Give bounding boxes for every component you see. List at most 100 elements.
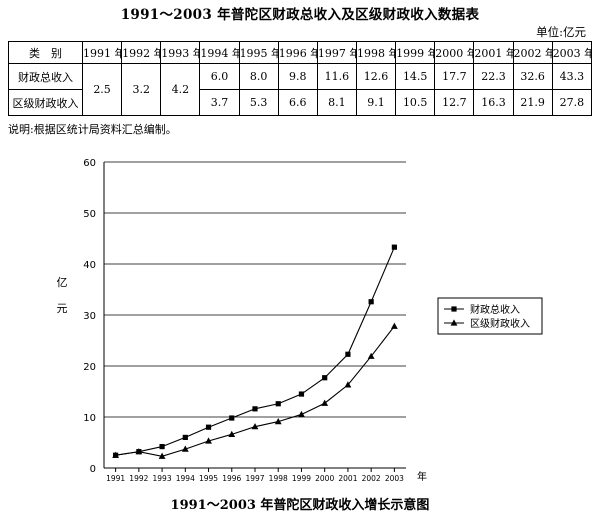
x-tick-label: 1997 xyxy=(245,474,264,483)
y-axis-label: 亿元 xyxy=(57,276,68,315)
year-header: 1992 年 xyxy=(121,41,162,64)
y-tick-label: 20 xyxy=(83,362,96,373)
year-header: 1995 年 xyxy=(238,41,279,64)
merged-cell: 4.2 xyxy=(160,63,201,116)
y-tick-label: 60 xyxy=(83,158,96,169)
data-point xyxy=(158,452,166,459)
table-cell: 17.7 xyxy=(434,63,475,90)
data-point xyxy=(205,424,212,430)
row-label: 区级财政收入 xyxy=(8,89,83,116)
year-header: 2001 年 xyxy=(473,41,514,64)
legend-label: 区级财政收入 xyxy=(470,317,530,330)
data-point xyxy=(322,375,328,381)
x-tick-label: 1994 xyxy=(176,474,195,483)
line-chart: 0 10 20 30 40 50 60 1991 1992 1993 1994 1995 1996 199… xyxy=(57,158,543,483)
table-cell: 22.3 xyxy=(473,63,514,90)
year-header: 1994 年 xyxy=(199,41,240,64)
x-tick-label: 1996 xyxy=(222,474,241,483)
table-cell: 5.3 xyxy=(238,89,279,116)
table-cell: 9.1 xyxy=(355,89,397,116)
x-tick-label: 1993 xyxy=(153,474,172,483)
table-cell: 12.6 xyxy=(355,63,397,90)
y-tick-label: 30 xyxy=(83,311,96,322)
data-point xyxy=(321,399,329,406)
series-line xyxy=(115,325,395,457)
data-point xyxy=(251,423,259,430)
table-cell: 27.8 xyxy=(551,89,593,116)
table-cell: 8.1 xyxy=(316,89,357,116)
table-cell: 8.0 xyxy=(238,63,279,90)
x-axis-label: 年 xyxy=(417,470,427,483)
table-cell: 11.6 xyxy=(316,63,357,90)
data-point xyxy=(181,445,189,452)
y-tick-label: 50 xyxy=(83,209,96,220)
year-header: 2000 年 xyxy=(434,41,475,64)
data-point xyxy=(274,417,282,425)
data-point xyxy=(112,451,120,458)
data-point xyxy=(368,299,374,305)
corner-header: 类 别 xyxy=(8,41,83,64)
table-cell: 6.6 xyxy=(277,89,318,116)
x-tick-label: 2000 xyxy=(315,474,334,483)
data-point xyxy=(344,381,352,388)
table-row: 区级财政收入 3.7 5.3 6.6 8.1 9.1 10.5 12.7 16.… xyxy=(8,89,593,116)
legend-marker xyxy=(451,306,457,312)
data-point xyxy=(390,322,398,329)
table-cell: 21.9 xyxy=(512,89,553,116)
table-cell: 6.0 xyxy=(199,63,240,90)
table-cell: 16.3 xyxy=(473,89,514,116)
table-cell: 32.6 xyxy=(512,63,553,90)
row-label: 财政总收入 xyxy=(8,63,83,90)
y-tick-label: 10 xyxy=(83,413,96,424)
table-cell: 14.5 xyxy=(395,63,436,90)
data-point xyxy=(159,443,165,450)
table-cell: 43.3 xyxy=(551,63,593,90)
year-header: 2003 年 xyxy=(551,41,593,64)
x-tick-label: 1991 xyxy=(106,474,125,483)
legend-label: 财政总收入 xyxy=(470,303,520,316)
table-row: 财政总收入 2.5 3.2 4.2 6.0 8.0 9.8 11.6 12.6 … xyxy=(8,63,593,116)
x-tick-label: 1998 xyxy=(269,474,288,483)
year-header: 1993 年 xyxy=(160,41,201,64)
data-point xyxy=(298,391,305,397)
chart-title: 1991～2003 年普陀区财政收入增长示意图 xyxy=(170,498,430,513)
data-point xyxy=(252,406,258,412)
table-header-row: 类 别 1991 年 1992 年 1993 年 1994 年 1995 年 1… xyxy=(8,41,593,64)
x-tick-label: 1992 xyxy=(129,474,148,483)
year-header: 1997 年 xyxy=(316,41,357,64)
table-note: 说明:根据区统计局资料汇总编制。 xyxy=(8,123,177,136)
data-point xyxy=(205,437,212,444)
x-tick-label: 1995 xyxy=(199,474,218,483)
table-title: 1991～2003 年普陀区财政总收入及区级财政收入数据表 xyxy=(120,7,480,23)
data-table: 类 别 1991 年 1992 年 1993 年 1994 年 1995 年 1… xyxy=(8,41,593,116)
year-header: 2002 年 xyxy=(512,41,553,64)
data-point xyxy=(367,352,375,359)
x-tick-label: 2002 xyxy=(362,474,381,483)
y-tick-label: 0 xyxy=(90,464,96,475)
year-header: 1999 年 xyxy=(395,41,436,64)
y-tick-label: 40 xyxy=(83,260,96,271)
table-cell: 10.5 xyxy=(395,89,436,116)
data-point xyxy=(345,351,351,357)
legend-box xyxy=(437,297,543,335)
data-point xyxy=(298,410,305,418)
x-tick-label: 2001 xyxy=(338,474,357,483)
merged-cell: 3.2 xyxy=(121,63,162,116)
x-tick-label: 2003 xyxy=(385,474,404,483)
data-point xyxy=(228,430,236,437)
year-header: 1996 年 xyxy=(277,41,318,64)
data-point xyxy=(229,415,235,421)
data-point xyxy=(182,434,188,440)
data-point xyxy=(391,244,397,250)
unit-label: 单位:亿元 xyxy=(536,25,586,39)
legend-marker xyxy=(450,319,458,326)
data-point xyxy=(275,401,281,407)
table-cell: 12.7 xyxy=(434,89,475,116)
year-header: 1998 年 xyxy=(355,41,397,64)
x-tick-label: 1999 xyxy=(292,474,311,483)
table-cell: 9.8 xyxy=(277,63,318,90)
merged-cell: 2.5 xyxy=(81,63,123,116)
table-cell: 3.7 xyxy=(199,89,240,116)
data-point xyxy=(135,448,143,455)
year-header: 1991 年 xyxy=(81,41,123,64)
